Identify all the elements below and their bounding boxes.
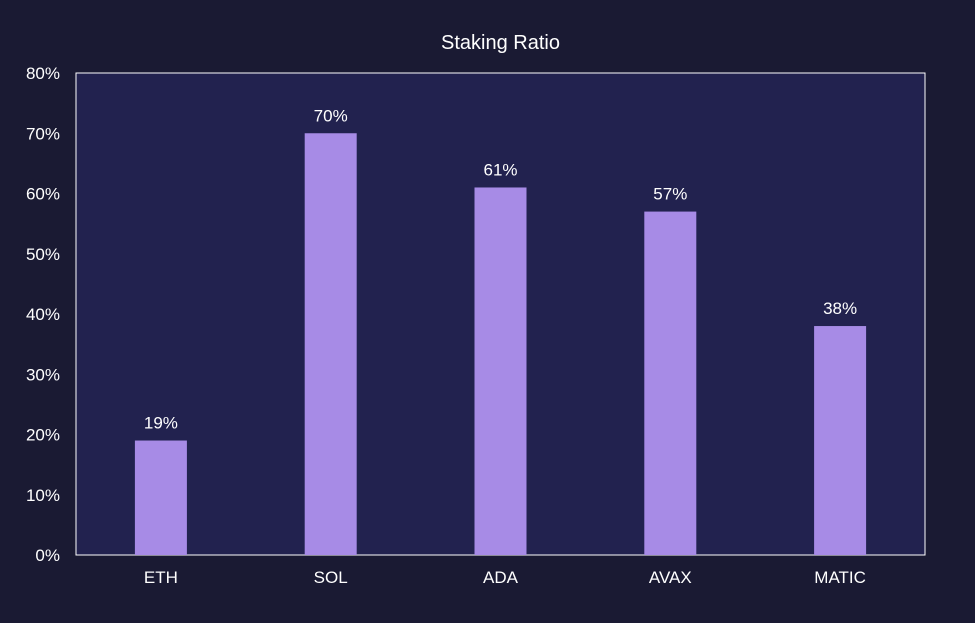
bar-avax xyxy=(644,211,697,555)
bars-group xyxy=(134,133,867,555)
chart-title: Staking Ratio xyxy=(441,32,560,54)
data-label-avax: 57% xyxy=(653,185,687,204)
x-axis-ticks: ETH SOL ADA AVAX MATIC xyxy=(144,568,866,587)
x-tick-label-sol: SOL xyxy=(314,568,348,587)
y-tick-label: 20% xyxy=(26,426,60,445)
bar-ada xyxy=(474,187,527,555)
data-label-sol: 70% xyxy=(314,106,348,125)
bar-matic xyxy=(814,326,867,555)
data-labels-group: 19% 70% 61% 57% 38% xyxy=(144,106,857,432)
bar-eth xyxy=(134,440,187,555)
y-tick-label: 50% xyxy=(26,245,60,264)
bar-sol xyxy=(304,133,357,555)
x-tick-label-matic: MATIC xyxy=(814,568,866,587)
x-tick-label-avax: AVAX xyxy=(649,568,692,587)
y-tick-label: 70% xyxy=(26,124,60,143)
y-axis-ticks: 0% 10% 20% 30% 40% 50% 60% 70% 80% xyxy=(26,64,60,565)
y-tick-label: 80% xyxy=(26,64,60,83)
data-label-matic: 38% xyxy=(823,299,857,318)
x-tick-label-ada: ADA xyxy=(483,568,519,587)
data-label-eth: 19% xyxy=(144,414,178,433)
y-tick-label: 40% xyxy=(26,305,60,324)
y-tick-label: 60% xyxy=(26,185,60,204)
y-tick-label: 30% xyxy=(26,365,60,384)
x-tick-label-eth: ETH xyxy=(144,568,178,587)
y-tick-label: 10% xyxy=(26,486,60,505)
data-label-ada: 61% xyxy=(483,160,517,179)
y-tick-label: 0% xyxy=(35,546,60,565)
